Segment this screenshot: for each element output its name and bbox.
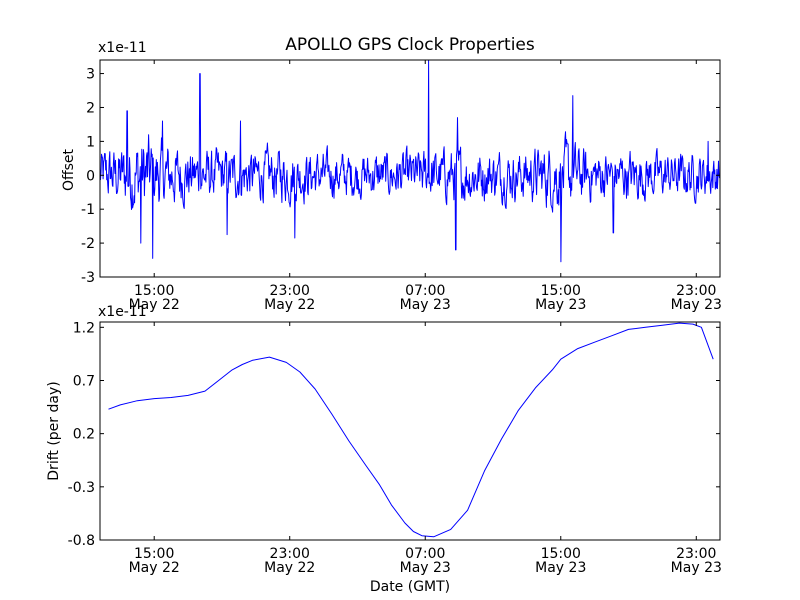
drift-scale-label: x1e-11 (98, 304, 147, 320)
offset-xtick-date-label: May 22 (129, 297, 180, 313)
drift-x-axis-label: Date (GMT) (370, 579, 450, 595)
chart-title: APOLLO GPS Clock Properties (285, 35, 535, 55)
offset-panel: APOLLO GPS Clock Properties x1e-11 Offse… (61, 35, 722, 313)
offset-xtick-time-label: 07:00 (405, 283, 445, 299)
offset-xtick-date-label: May 22 (264, 297, 315, 313)
drift-panel: x1e-11 Drift (per day) Date (GMT) 1.2 0.7… (46, 304, 722, 595)
drift-ytick-label: -0.8 (68, 533, 95, 549)
drift-xtick-time-label: 23:00 (676, 546, 716, 562)
offset-ytick-label: -1 (81, 202, 95, 218)
offset-xtick-date-label: May 23 (671, 297, 722, 313)
offset-ytick-label: 2 (86, 100, 95, 116)
offset-xtick-date-label: May 23 (535, 297, 586, 313)
offset-ytick-label: 0 (86, 168, 95, 184)
drift-ytick-label: 0.2 (73, 427, 95, 443)
drift-plot-frame (99, 321, 721, 541)
drift-xtick-time-label: 07:00 (405, 546, 445, 562)
offset-ytick-label: -2 (81, 236, 95, 252)
offset-xtick-date-label: May 23 (400, 297, 451, 313)
drift-ytick-label: 0.7 (73, 373, 95, 389)
offset-scale-label: x1e-11 (98, 40, 147, 56)
drift-series-line (108, 322, 714, 538)
drift-xtick-date-label: May 23 (671, 560, 722, 576)
offset-plot-frame (99, 59, 721, 278)
drift-xtick-time-label: 15:00 (541, 546, 581, 562)
drift-ytick-label: 1.2 (73, 320, 95, 336)
drift-xtick-date-label: May 23 (400, 560, 451, 576)
offset-ytick-label: 1 (86, 134, 95, 150)
offset-xtick-time-label: 23:00 (270, 283, 310, 299)
offset-ytick-label: -3 (81, 270, 95, 286)
offset-ytick-label: 3 (86, 67, 95, 83)
offset-series-line (99, 59, 721, 263)
offset-xtick-time-label: 23:00 (676, 283, 716, 299)
drift-xtick-time-label: 23:00 (270, 546, 310, 562)
offset-y-axis-label: Offset (61, 148, 77, 191)
drift-xtick-date-label: May 22 (129, 560, 180, 576)
drift-xtick-time-label: 15:00 (134, 546, 174, 562)
offset-xtick-time-label: 15:00 (541, 283, 581, 299)
offset-xtick-time-label: 15:00 (134, 283, 174, 299)
drift-xtick-date-label: May 22 (264, 560, 315, 576)
drift-y-axis-label: Drift (per day) (46, 381, 62, 480)
drift-xtick-date-label: May 23 (535, 560, 586, 576)
drift-ytick-label: -0.3 (68, 480, 95, 496)
